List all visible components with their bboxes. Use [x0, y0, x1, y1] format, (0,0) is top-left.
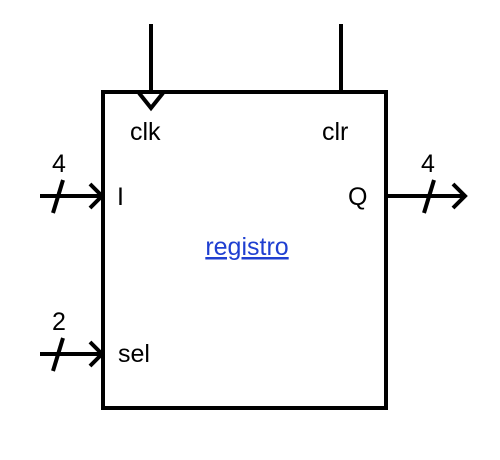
- output-arrow-icon: [451, 182, 468, 210]
- input-bus-width-label: 4: [52, 150, 66, 178]
- output-bus-slash: [422, 179, 436, 214]
- clock-edge-triangle-icon: [137, 91, 165, 112]
- input-port-label: I: [117, 183, 124, 211]
- output-port-label: Q: [348, 183, 367, 211]
- input-arrow-icon: [88, 182, 105, 210]
- clr-label: clr: [322, 118, 348, 146]
- clk-label: clk: [130, 118, 161, 146]
- component-name-link[interactable]: registro: [205, 233, 288, 261]
- select-port-label: sel: [118, 340, 150, 368]
- input-bus-slash: [51, 179, 65, 214]
- select-arrow-icon: [88, 340, 105, 368]
- output-bus-width-label: 4: [421, 150, 435, 178]
- select-bus-width-label: 2: [52, 308, 66, 336]
- select-bus-slash: [51, 337, 65, 372]
- register-box: [101, 90, 388, 410]
